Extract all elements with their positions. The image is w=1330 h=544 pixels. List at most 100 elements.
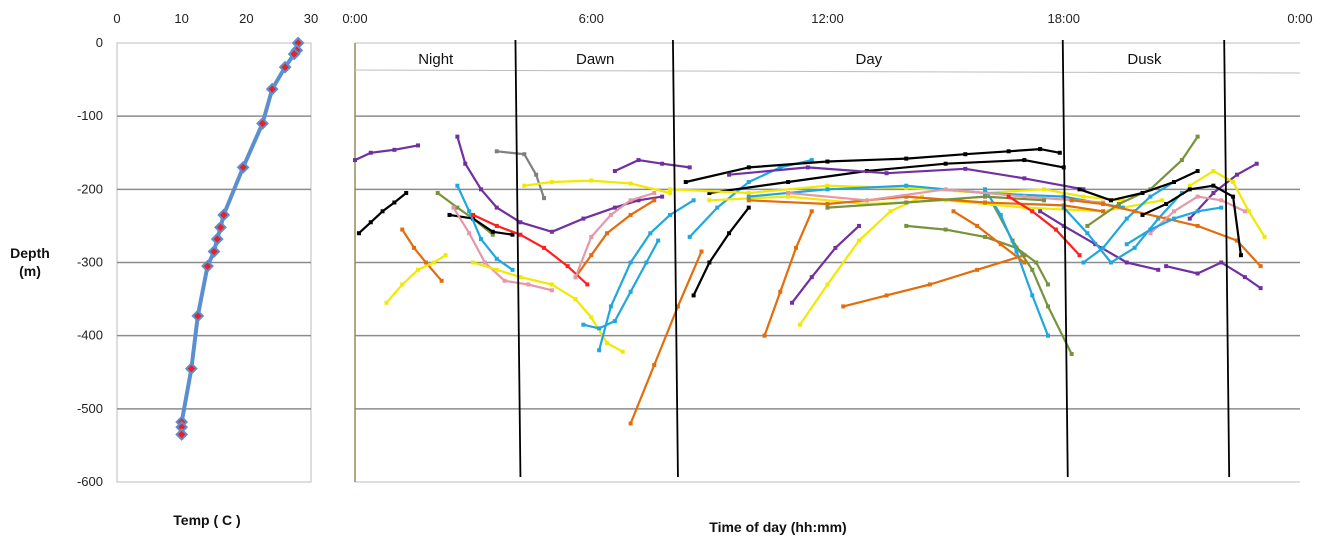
dive-track-point <box>857 223 861 228</box>
dive-track-point <box>983 187 987 192</box>
dive-track-point <box>1172 180 1176 185</box>
dive-track-point <box>1164 201 1169 206</box>
temp-profile-point <box>210 232 224 246</box>
dive-track <box>471 260 625 354</box>
dive-track-point <box>951 209 956 214</box>
dive-track-line <box>1007 195 1081 257</box>
dive-track-point <box>707 198 712 203</box>
dive-track-point <box>1109 260 1113 265</box>
temp-profile-point <box>236 160 250 174</box>
dive-track-point <box>455 183 460 188</box>
dive-track-point <box>608 304 613 309</box>
dive-track-point <box>825 187 830 192</box>
dive-track-point <box>683 180 688 185</box>
dive-track-point <box>1172 216 1176 221</box>
dive-track-point <box>746 198 751 203</box>
dive-track-point <box>1164 264 1169 269</box>
dive-track-point <box>636 198 641 203</box>
dive-track-point <box>963 166 968 171</box>
dive-track <box>841 253 1027 309</box>
dive-track-point <box>490 232 495 237</box>
dive-track-point <box>1038 147 1043 152</box>
dive-track-point <box>400 227 405 232</box>
dive-track-point <box>707 260 712 265</box>
dive-track-point <box>1061 205 1066 210</box>
dive-track-line <box>708 159 1065 195</box>
dive-track-point <box>368 150 373 155</box>
dive-track-point <box>368 220 373 225</box>
dive-track-point <box>904 223 909 228</box>
dive-track-point <box>1061 223 1066 228</box>
dive-track-point <box>746 205 751 210</box>
dive-track-line <box>613 159 691 173</box>
dive-track-point <box>1262 234 1267 239</box>
dive-track-point <box>628 198 633 203</box>
dive-track-point <box>416 267 420 272</box>
dive-track-point <box>522 183 527 188</box>
dive-track-point <box>356 231 361 236</box>
dive-track-point <box>648 231 653 236</box>
dive-tracks-chart: 0:00 6:00 12:00 18:00 0:00 Night Dawn Day Dusk … <box>342 11 1312 535</box>
temp-y-tick-label: -400 <box>77 328 103 343</box>
dive-track <box>1187 169 1267 239</box>
dive-track <box>573 190 657 280</box>
dive-track-point <box>841 304 846 309</box>
dive-track-point <box>636 158 641 163</box>
dive-track-point <box>668 187 672 192</box>
diel-period-labels: Night Dawn Day Dusk <box>418 51 1162 68</box>
dive-track-point <box>1258 264 1263 269</box>
dive-track-point <box>494 267 499 272</box>
dive-track-point <box>628 181 633 186</box>
period-label-dawn: Dawn <box>576 51 614 68</box>
dive-track-point <box>549 229 554 234</box>
dive-track-point <box>522 152 527 157</box>
period-boundary-line <box>672 39 679 478</box>
dive-tracks <box>353 134 1267 426</box>
dive-track-line <box>728 166 1085 191</box>
dive-track-point <box>1006 149 1011 154</box>
dive-track-point <box>1195 209 1200 214</box>
dive-track-point <box>412 245 417 250</box>
dive-track-point <box>597 326 602 331</box>
dive-track-point <box>443 253 448 258</box>
dive-track-point <box>1246 209 1251 214</box>
dive-track-point <box>998 212 1003 217</box>
dive-track-point <box>518 232 523 237</box>
dive-track-point <box>1081 187 1086 192</box>
temp-y-tick-label: -500 <box>77 401 103 416</box>
dive-track <box>762 209 814 338</box>
dive-track-point <box>660 161 665 166</box>
dive-track-point <box>1156 216 1161 221</box>
dive-track-line <box>495 150 546 200</box>
dive-track-point <box>1156 267 1161 272</box>
dive-track-point <box>612 205 617 210</box>
period-boundary-line <box>514 39 522 478</box>
dive-track-point <box>518 220 523 225</box>
dive-track-point <box>1053 227 1058 232</box>
dive-track-point <box>786 194 791 199</box>
dive-track-point <box>1231 180 1236 185</box>
dive-track-point <box>628 260 633 265</box>
dive-track-point <box>1242 275 1247 280</box>
dive-track-point <box>392 147 397 152</box>
dive-track-point <box>727 172 732 177</box>
dive-track <box>384 253 448 305</box>
dive-track-point <box>1085 223 1090 228</box>
dive-track-point <box>778 289 783 294</box>
dive-track <box>356 190 409 236</box>
dive-track <box>353 143 420 163</box>
period-label-dusk: Dusk <box>1127 51 1162 68</box>
dive-track-point <box>652 198 657 203</box>
temp-x-axis-label: Temp ( C ) <box>173 512 240 528</box>
dive-track-point <box>526 282 531 287</box>
dive-track-point <box>1235 238 1239 243</box>
dive-track-point <box>1172 209 1176 214</box>
dive-track-point <box>668 190 672 195</box>
dive-track-point <box>927 282 932 287</box>
dive-track-point <box>1042 187 1047 192</box>
dive-track-point <box>510 232 515 237</box>
dive-track-line <box>353 144 420 162</box>
temp-y-tick-label: -100 <box>77 108 103 123</box>
temp-y-ticks: 0 -100 -200 -300 -400 -500 -600 <box>77 35 103 489</box>
dive-track <box>951 209 1027 265</box>
